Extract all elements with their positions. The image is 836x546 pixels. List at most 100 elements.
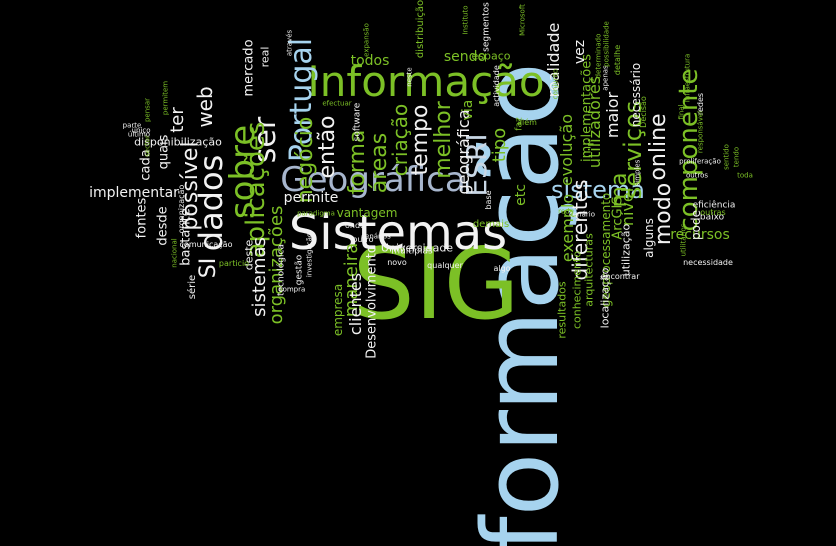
cloud-word: algo <box>493 264 511 273</box>
cloud-word: pensar <box>143 97 152 123</box>
cloud-word: tempo <box>408 104 433 176</box>
cloud-word: proliferação <box>679 157 721 166</box>
cloud-word: Decisão <box>639 96 648 128</box>
cloud-word: sector <box>143 135 152 157</box>
cloud-word: sistema <box>551 176 645 204</box>
cloud-word: desde <box>155 206 171 246</box>
cloud-word: série <box>187 274 198 300</box>
cloud-word: SIG <box>352 228 520 342</box>
cloud-word: qualquer <box>427 261 463 270</box>
cloud-word: demais <box>472 219 510 230</box>
cloud-word: fontes <box>134 197 150 239</box>
cloud-word: outro <box>352 235 374 244</box>
cloud-word: online <box>646 113 671 181</box>
cloud-word: comunicação <box>179 240 233 249</box>
cloud-word: neste <box>405 67 414 87</box>
cloud-word: Universidade <box>380 241 454 255</box>
cloud-word: responsável <box>696 110 705 154</box>
cloud-word: sendo <box>443 49 487 65</box>
cloud-word: toda <box>737 171 753 180</box>
cloud-word: SI <box>196 257 221 279</box>
cloud-word: tipo <box>489 127 510 163</box>
cloud-word: rede <box>558 207 574 216</box>
cloud-word: mercado <box>241 39 257 97</box>
cloud-word: maior <box>603 91 622 139</box>
cloud-word: todos <box>350 53 390 69</box>
cloud-word: novo <box>387 258 407 267</box>
cloud-word: outras <box>700 208 726 217</box>
cloud-word: vantagem <box>336 206 398 220</box>
cloud-word: Sistemas <box>288 205 508 261</box>
cloud-word: espaço <box>471 49 511 63</box>
cloud-word: múltiplas <box>391 246 433 257</box>
cloud-word: investigação <box>305 232 314 278</box>
cloud-word: actividade <box>492 65 501 107</box>
cloud-word: Geográfica <box>280 160 466 200</box>
cloud-word: Informação <box>307 57 545 106</box>
cloud-word: segmentos <box>481 2 492 52</box>
cloud-word: além <box>517 118 537 127</box>
cloud-word: então <box>315 115 340 179</box>
cloud-word: baixo <box>699 212 725 223</box>
cloud-word: vez <box>572 39 588 65</box>
cloud-word: cenários <box>361 232 391 241</box>
cloud-word: particio <box>218 259 250 268</box>
cloud-word: Instituto <box>461 5 470 35</box>
cloud-word: gestão <box>294 254 305 286</box>
cloud-word: conhecimento <box>570 250 584 330</box>
cloud-word: web <box>193 86 217 128</box>
cloud-word: onde <box>345 221 365 230</box>
cloud-word: cenário <box>569 210 595 219</box>
cloud-word: clientes <box>346 272 365 336</box>
cloud-word: Microsoft <box>518 4 527 36</box>
cloud-word: software <box>352 102 363 142</box>
cloud-word: tendo <box>732 146 741 168</box>
cloud-word: simples <box>633 159 642 187</box>
cloud-word: utilitários <box>679 223 688 257</box>
cloud-word: distribuição <box>415 0 426 59</box>
cloud-word: via <box>460 99 476 121</box>
cloud-word: através <box>285 29 294 57</box>
cloud-word: apenas <box>601 65 610 91</box>
cloud-word: eficiência <box>692 200 736 211</box>
cloud-word: empresa <box>331 283 345 337</box>
cloud-word: Desenvolvimento <box>364 245 380 359</box>
cloud-word: único <box>131 126 151 135</box>
cloud-word: base <box>484 190 493 210</box>
cloud-word: permitem <box>161 80 170 116</box>
cloud-word: disponibilização <box>134 135 222 149</box>
cloud-word: evolução <box>557 113 576 187</box>
cloud-word: implementações <box>579 54 595 162</box>
cloud-word: outros <box>685 171 709 180</box>
cloud-word: efectuar <box>322 99 352 108</box>
cloud-word: permite <box>283 190 339 206</box>
cloud-word: detalhe <box>613 44 622 76</box>
cloud-word: criação <box>388 103 412 177</box>
cloud-word: alguns <box>642 218 656 258</box>
cloud-word: necessidade <box>683 258 733 267</box>
cloud-word: implementar <box>89 185 179 201</box>
cloud-word: geográfica <box>454 109 473 195</box>
cloud-word: Infraestrutura <box>683 53 692 103</box>
cloud-word: paradigma <box>297 209 335 218</box>
cloud-word: organização <box>177 184 186 234</box>
cloud-word: expansão <box>362 23 371 57</box>
cloud-word: nacional <box>170 238 179 268</box>
cloud-word: utilização <box>619 223 633 277</box>
cloud-word: parte <box>122 121 142 130</box>
cloud-word: etc <box>513 184 529 206</box>
cloud-word: encontrar <box>600 272 640 281</box>
cloud-word: recursos <box>670 227 730 243</box>
cloud-word: conjunto <box>551 68 560 100</box>
cloud-word: possibilidade <box>602 21 611 67</box>
cloud-word: determinado <box>594 33 603 79</box>
cloud-word: resultados <box>555 281 569 339</box>
cloud-word: ter <box>167 107 188 133</box>
cloud-word: último <box>127 130 151 139</box>
cloud-word: final <box>677 104 686 120</box>
cloud-word: sentido <box>722 144 731 170</box>
cloud-word: compra <box>278 285 306 294</box>
cloud-word: melhor <box>431 101 456 179</box>
cloud-word: real <box>258 46 272 68</box>
